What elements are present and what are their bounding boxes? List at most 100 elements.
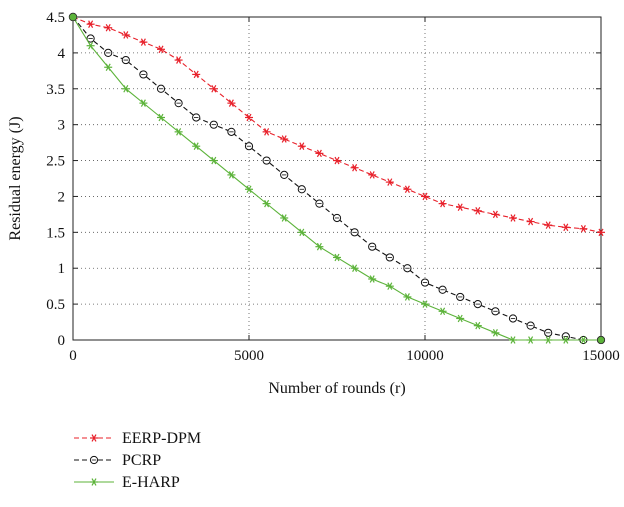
series-e-harp-point — [121, 85, 130, 93]
series-eerp-dpm-point — [509, 214, 517, 222]
y-tick-label: 3.5 — [46, 82, 65, 98]
marker-stroke — [440, 307, 446, 316]
marker-stroke — [228, 99, 234, 107]
marker-stroke — [492, 210, 498, 219]
marker-stroke — [369, 171, 375, 179]
marker-stroke — [158, 45, 164, 54]
series-e-harp-point — [368, 275, 377, 283]
series-e-harp-point — [104, 63, 113, 72]
marker-stroke — [140, 99, 146, 107]
marker-stroke — [475, 321, 481, 330]
y-tick-label: 2 — [58, 189, 66, 205]
series-e-harp-point — [509, 336, 517, 344]
series-pcrp-line — [72, 16, 601, 341]
marker-stroke — [334, 253, 340, 262]
series-e-harp-point — [491, 329, 500, 337]
marker-stroke — [457, 314, 463, 323]
marker-stroke — [545, 221, 551, 229]
series-e-harp-point — [227, 171, 236, 179]
series-eerp-dpm-point — [385, 178, 394, 186]
legend-label: PCRP — [122, 452, 161, 469]
series-eerp-dpm-point — [121, 31, 130, 39]
marker-stroke — [352, 264, 358, 272]
series-e-harp-point — [526, 336, 535, 344]
y-tick-label: 1.5 — [46, 225, 65, 241]
y-tick-label: 2.5 — [46, 154, 65, 170]
series-e-harp-point — [544, 336, 553, 344]
marker-stroke — [387, 282, 393, 290]
start-point — [68, 12, 78, 22]
series-e-harp-point — [192, 142, 201, 150]
series-eerp-dpm-point — [157, 45, 165, 54]
marker-stroke — [211, 156, 217, 165]
marker-stroke — [246, 113, 252, 122]
marker-stroke — [422, 300, 428, 308]
series-eerp-dpm-point — [597, 228, 605, 237]
y-tick-label: 4 — [58, 46, 66, 62]
series-eerp-dpm-point — [104, 24, 113, 32]
marker-stroke — [422, 192, 428, 201]
marker-stroke — [211, 85, 217, 93]
legend-point — [90, 478, 98, 486]
series-e-harp-line — [72, 16, 601, 341]
marker-stroke — [105, 63, 111, 72]
x-tick-label: 15000 — [582, 348, 620, 364]
marker-stroke — [510, 214, 516, 222]
marker-stroke — [352, 163, 358, 172]
series-eerp-dpm-point — [280, 135, 289, 143]
marker-stroke — [334, 156, 340, 165]
series-eerp-dpm-point — [315, 149, 324, 158]
series-eerp-dpm-point — [350, 163, 359, 172]
y-tick-label: 1 — [58, 261, 66, 277]
series-e-harp-point — [421, 300, 429, 308]
y-tick-label: 4.5 — [46, 10, 65, 26]
marker-stroke — [580, 224, 586, 233]
marker-stroke — [580, 336, 586, 344]
series-e-harp — [69, 13, 605, 344]
series-e-harp-point — [209, 156, 218, 165]
series-e-harp-point — [385, 282, 394, 290]
series-eerp-dpm-point — [403, 185, 412, 194]
marker-stroke — [404, 293, 410, 301]
plot-area-frame — [72, 16, 602, 341]
series-eerp-dpm-point — [227, 99, 236, 107]
series-group — [68, 12, 606, 345]
series-eerp-dpm-point — [209, 85, 218, 93]
marker-stroke — [316, 149, 322, 158]
legend-item-eerp-dpm: EERP-DPM — [74, 430, 201, 447]
x-axis-label: Number of rounds (r) — [268, 380, 405, 397]
marker-stroke — [246, 185, 252, 194]
marker-stroke — [563, 336, 569, 344]
marker-stroke — [299, 142, 305, 150]
marker-stroke — [598, 228, 604, 237]
marker-stroke — [264, 199, 270, 208]
series-e-harp-point — [315, 242, 324, 251]
series-e-harp-point — [438, 307, 447, 316]
series-e-harp-point — [139, 99, 148, 107]
series-eerp-dpm-point — [526, 217, 535, 226]
series-e-harp-point — [403, 293, 412, 301]
series-e-harp-point — [245, 185, 253, 194]
marker-stroke — [316, 242, 322, 251]
marker-stroke — [158, 113, 164, 122]
series-eerp-dpm-point — [368, 171, 377, 179]
series-eerp-dpm-point — [86, 20, 95, 28]
legend: EERP-DPM PCRP E-HARP — [74, 430, 201, 491]
marker-stroke — [105, 24, 111, 32]
marker-stroke — [528, 217, 534, 226]
series-pcrp — [68, 12, 606, 345]
marker-stroke — [492, 329, 498, 337]
series-eerp-dpm-point — [438, 199, 447, 208]
marker-stroke — [528, 336, 534, 344]
series-e-harp-point — [456, 314, 465, 323]
x-tick-label: 0 — [69, 348, 77, 364]
marker-stroke — [176, 128, 182, 136]
series-eerp-dpm-point — [192, 70, 201, 79]
series-e-harp-point — [280, 214, 289, 222]
series-e-harp-point — [561, 336, 570, 344]
series-e-harp-point — [174, 128, 183, 136]
series-e-harp-point — [473, 321, 482, 330]
series-eerp-dpm-point — [333, 156, 341, 165]
marker-stroke — [281, 214, 287, 222]
